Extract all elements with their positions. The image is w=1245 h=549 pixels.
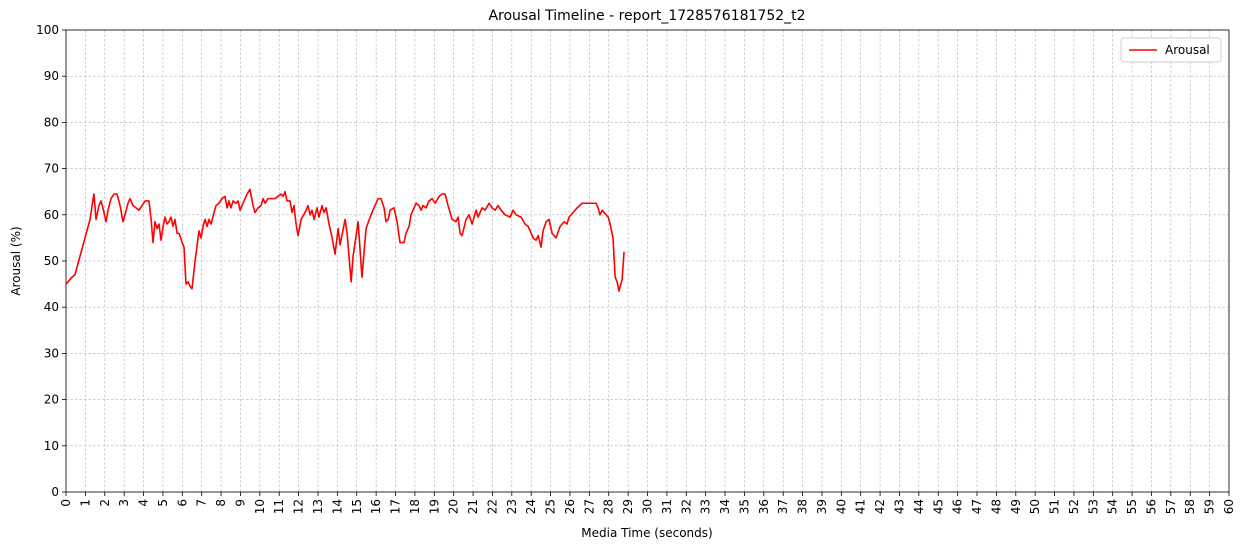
x-tick-label: 22	[485, 499, 499, 514]
y-tick-label: 80	[44, 115, 59, 129]
y-tick-label: 60	[44, 208, 59, 222]
x-tick-label: 14	[330, 499, 344, 514]
legend-label: Arousal	[1165, 43, 1210, 57]
x-tick-label: 28	[602, 499, 616, 514]
x-tick-label: 57	[1164, 499, 1178, 514]
y-tick-label: 70	[44, 162, 59, 176]
y-tick-label: 100	[36, 23, 59, 37]
x-tick-label: 40	[834, 499, 848, 514]
x-tick-label: 11	[272, 499, 286, 514]
y-tick-label: 90	[44, 69, 59, 83]
x-tick-label: 21	[466, 499, 480, 514]
x-tick-label: 43	[892, 499, 906, 514]
x-tick-label: 35	[737, 499, 751, 514]
x-tick-label: 39	[815, 499, 829, 514]
y-tick-label: 10	[44, 439, 59, 453]
x-tick-label: 47	[970, 499, 984, 514]
y-tick-label: 0	[51, 485, 59, 499]
chart-title: Arousal Timeline - report_1728576181752_…	[488, 8, 805, 24]
x-tick-label: 20	[447, 499, 461, 514]
x-tick-label: 7	[195, 499, 209, 507]
x-tick-label: 42	[873, 499, 887, 514]
x-tick-label: 59	[1203, 499, 1217, 514]
x-tick-label: 16	[369, 499, 383, 514]
x-tick-label: 13	[311, 499, 325, 514]
x-tick-label: 54	[1106, 499, 1120, 514]
x-tick-label: 34	[718, 499, 732, 514]
x-tick-label: 45	[931, 499, 945, 514]
x-tick-label: 24	[524, 499, 538, 514]
x-tick-label: 55	[1125, 499, 1139, 514]
x-tick-label: 60	[1222, 499, 1236, 514]
x-tick-label: 58	[1183, 499, 1197, 514]
x-tick-label: 53	[1086, 499, 1100, 514]
legend-box	[1120, 37, 1222, 63]
x-tick-label: 31	[660, 499, 674, 514]
x-tick-label: 29	[621, 499, 635, 514]
x-tick-label: 51	[1048, 499, 1062, 514]
y-tick-label: 40	[44, 300, 59, 314]
x-tick-label: 30	[641, 499, 655, 514]
x-tick-label: 36	[757, 499, 771, 514]
y-tick-label: 50	[44, 254, 59, 268]
y-tick-label: 20	[44, 393, 59, 407]
x-tick-label: 48	[989, 499, 1003, 514]
x-tick-label: 18	[408, 499, 422, 514]
x-tick-label: 49	[1009, 499, 1023, 514]
x-tick-label: 44	[912, 499, 926, 514]
y-tick-label: 30	[44, 346, 59, 360]
x-tick-label: 25	[544, 499, 558, 514]
x-tick-label: 6	[175, 499, 189, 507]
x-axis-label: Media Time (seconds)	[581, 526, 712, 540]
x-tick-label: 4	[137, 499, 151, 507]
x-tick-label: 26	[563, 499, 577, 514]
y-axis-label: Arousal (%)	[9, 226, 23, 295]
x-tick-label: 38	[796, 499, 810, 514]
x-tick-label: 19	[427, 499, 441, 514]
x-tick-label: 37	[776, 499, 790, 514]
plot-frame	[65, 29, 1230, 493]
x-tick-label: 10	[253, 499, 267, 514]
data-line	[65, 188, 625, 292]
x-tick-label: 46	[951, 499, 965, 514]
x-tick-label: 0	[59, 499, 73, 507]
x-tick-label: 23	[505, 499, 519, 514]
x-tick-label: 52	[1067, 499, 1081, 514]
x-tick-label: 12	[292, 499, 306, 514]
x-tick-label: 41	[854, 499, 868, 514]
x-tick-label: 5	[156, 499, 170, 507]
x-tick-label: 8	[214, 499, 228, 507]
x-tick-label: 27	[582, 499, 596, 514]
x-tick-label: 3	[117, 499, 131, 507]
x-tick-label: 32	[679, 499, 693, 514]
x-tick-label: 9	[233, 499, 247, 507]
x-tick-label: 56	[1144, 499, 1158, 514]
x-tick-label: 1	[78, 499, 92, 507]
x-tick-label: 2	[98, 499, 112, 507]
x-tick-label: 50	[1028, 499, 1042, 514]
x-tick-label: 33	[699, 499, 713, 514]
x-tick-label: 15	[350, 499, 364, 514]
x-tick-label: 17	[389, 499, 403, 514]
